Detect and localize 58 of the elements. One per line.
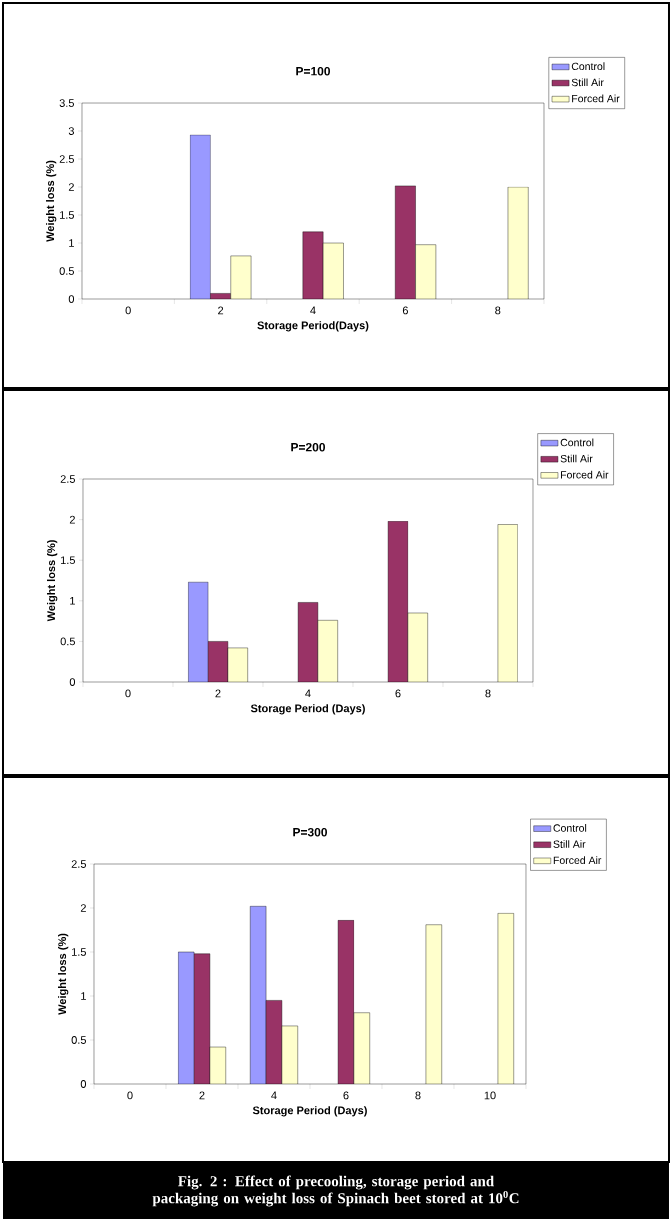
x-tick-label: 4	[310, 306, 316, 315]
legend-label: Control	[553, 824, 587, 832]
y-tick-label: 0	[80, 1080, 87, 1088]
y-tick-label: 0.5	[71, 1036, 86, 1044]
x-tick-label: 0	[125, 306, 131, 315]
y-tick-label: 0	[68, 295, 75, 303]
x-tick-label: 2	[215, 689, 221, 698]
y-tick-label: 1	[69, 239, 74, 247]
bar	[497, 524, 518, 683]
y-tick-label: 1.5	[72, 948, 86, 956]
x-tick-label: 0	[125, 689, 131, 698]
caption: Fig. 2 : Effect of precooling, storage period and packaging on weight loss of Spinach beet stored at 10$^{0}$C	[152, 1175, 519, 1207]
y-tick-label: 0.5	[59, 267, 74, 275]
y-axis-title: Weight loss (%)	[47, 540, 58, 622]
legend-label: Forced Air	[572, 94, 620, 103]
x-tick-label: 8	[415, 1091, 421, 1100]
x-tick-label: 6	[402, 306, 408, 315]
y-tick-label: 1	[70, 597, 75, 605]
x-axis-title: Storage Period (Days)	[252, 1106, 367, 1117]
x-tick-label: 8	[485, 689, 491, 698]
x-tick-label: 8	[495, 306, 501, 315]
y-tick-label: 1	[81, 992, 86, 1000]
y-tick-label: 0.5	[60, 637, 75, 646]
x-tick-label: 2	[199, 1091, 205, 1100]
y-tick-label: 2.5	[71, 860, 86, 868]
y-tick-label: 3.5	[59, 99, 74, 107]
legend-label: Forced Air	[553, 856, 602, 865]
legend-label: Forced Air	[561, 470, 609, 479]
y-axis-title: Weight loss (%)	[58, 933, 69, 1015]
y-axis-title: Weight loss (%)	[46, 160, 57, 242]
legend-label: Control	[571, 62, 605, 71]
y-tick-label: 1.5	[61, 556, 75, 565]
x-axis-title: Storage Period (Days)	[250, 704, 365, 715]
bar	[302, 231, 324, 300]
y-tick-label: 3	[68, 127, 74, 135]
bar	[395, 185, 416, 300]
x-tick-label: 6	[395, 689, 401, 698]
y-tick-label: 2	[68, 183, 74, 191]
y-tick-label: 1.5	[60, 211, 74, 219]
y-tick-label: 2.5	[59, 155, 74, 163]
x-tick-label: 6	[343, 1091, 349, 1100]
y-tick-label: 2.5	[60, 475, 75, 483]
x-axis-title: Storage Period(Days)	[257, 321, 369, 332]
x-tick-label: 2	[218, 306, 224, 315]
legend-label: Still Air	[553, 840, 586, 848]
legend-label: Still Air	[560, 454, 593, 463]
y-tick-label: 2	[69, 515, 75, 524]
x-tick-label: 10	[484, 1091, 496, 1100]
chart-title: P=200	[291, 442, 326, 452]
x-tick-label: 4	[271, 1091, 277, 1100]
x-tick-label: 4	[305, 689, 311, 698]
legend-label: Still Air	[571, 78, 604, 87]
y-tick-label: 0	[69, 678, 76, 686]
chart-title: P=300	[293, 827, 328, 837]
chart-title: P=100	[296, 66, 331, 76]
legend-label: Control	[560, 438, 594, 447]
y-tick-label: 2	[80, 904, 86, 912]
x-tick-label: 0	[127, 1091, 133, 1100]
